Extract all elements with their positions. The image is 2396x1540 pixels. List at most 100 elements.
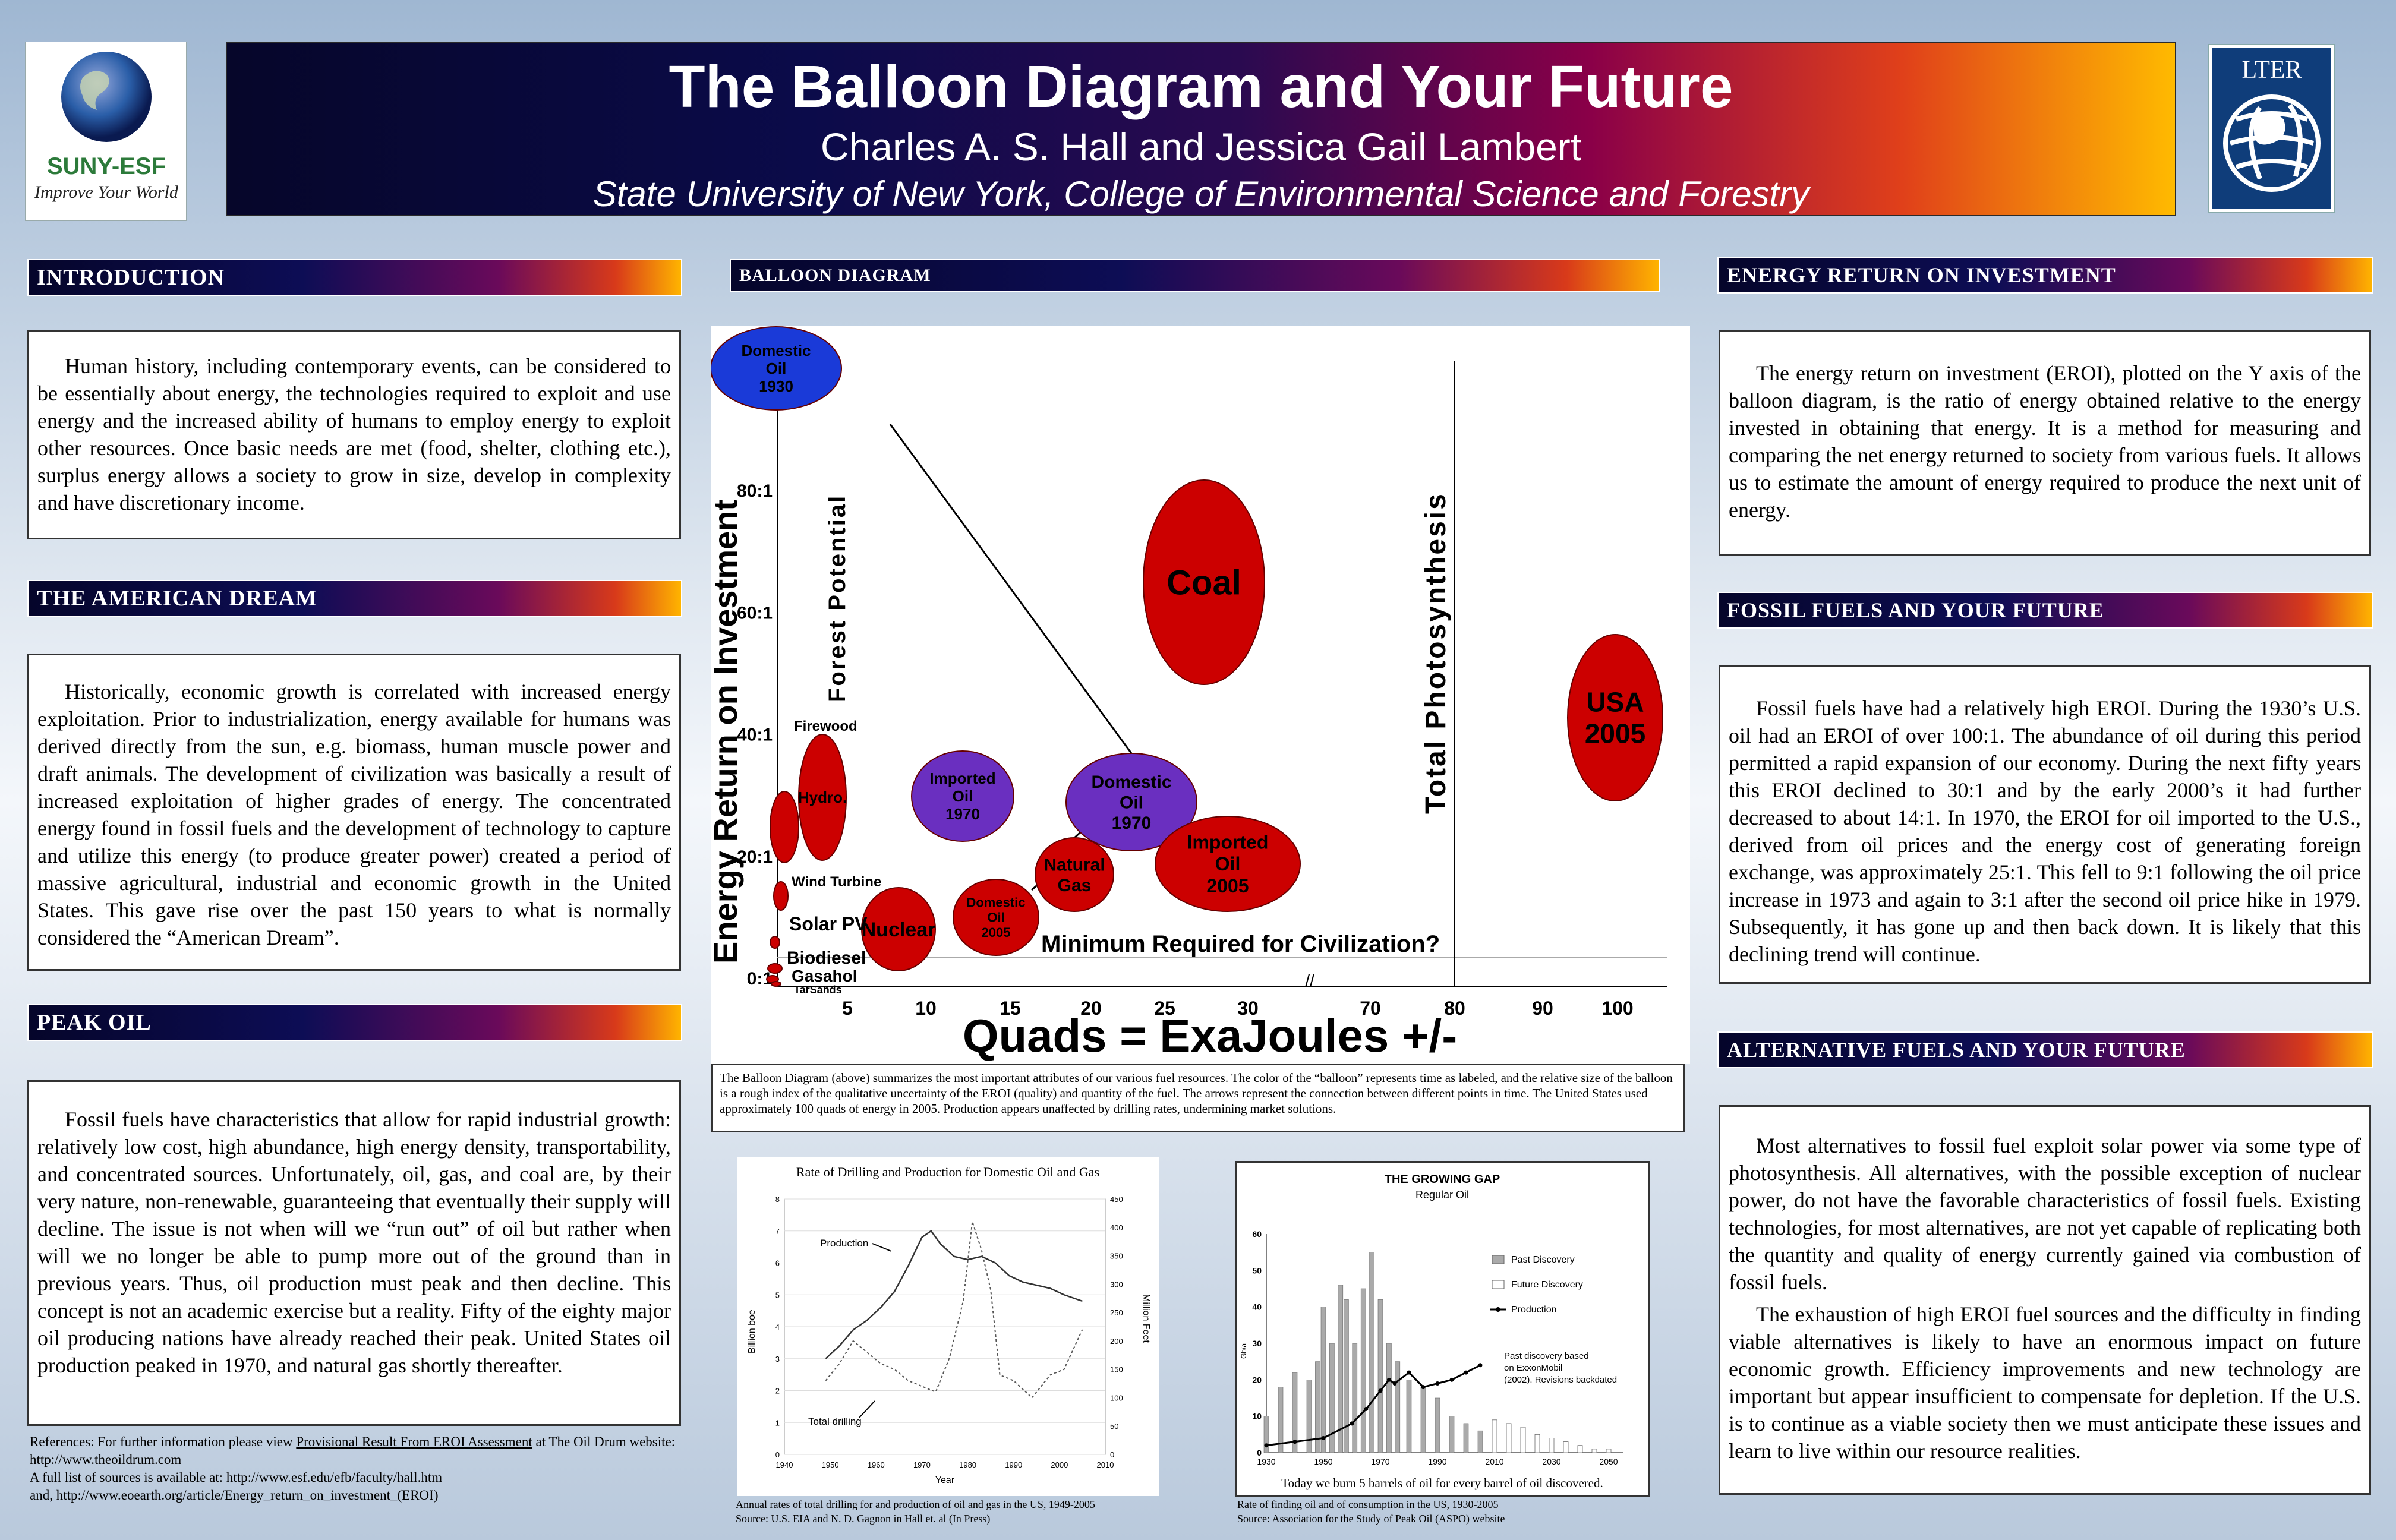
balloon-firewood <box>770 791 799 863</box>
x-tick-15: 15 <box>1000 998 1021 1019</box>
suny-esf-logo: SUNY-ESF Improve Your World <box>25 42 187 221</box>
drill-ytick-right: 100 <box>1110 1393 1123 1402</box>
eoearth-url[interactable]: and, http://www.eoearth.org/article/Ener… <box>30 1488 439 1503</box>
x-tick-20: 20 <box>1080 998 1102 1019</box>
balloon-label-line: Nuclear <box>862 919 936 941</box>
drill-ytick-right: 300 <box>1110 1280 1123 1289</box>
past-discovery-bar <box>1320 1307 1326 1453</box>
balloon-diagram: //0:120:140:160:180:1100:151015202530708… <box>707 326 1690 1064</box>
gap-xtick: 2030 <box>1542 1457 1560 1466</box>
past-discovery-bar <box>1449 1416 1455 1453</box>
balloon-label-solar-pv: Solar PV <box>789 913 868 935</box>
future-discovery-bar <box>1563 1441 1569 1453</box>
introduction-box: Human history, including contemporary ev… <box>27 330 681 539</box>
y-tick-80-1: 80:1 <box>737 481 773 501</box>
gap-xtick: 2050 <box>1599 1457 1618 1466</box>
oil-drum-url[interactable]: http://www.theoildrum.com <box>30 1452 182 1467</box>
y-tick-60-1: 60:1 <box>737 603 773 623</box>
balloon-label-domestic-oil-1930: Domestic Oil 1930 <box>741 342 811 395</box>
logo-right-name: LTER <box>2241 56 2302 84</box>
production-curve <box>1266 1364 1481 1447</box>
total-drilling-line <box>825 1221 1083 1399</box>
balloon-label-line: Imported <box>1187 831 1269 853</box>
drilling-series-label: Total drilling <box>808 1416 862 1427</box>
eroi-box: The energy return on investment (EROI), … <box>1719 330 2371 556</box>
balloon-label-domestic-oil-2005: Domestic Oil 2005 <box>966 895 1025 940</box>
gap-legend-past-discovery: Past Discovery <box>1511 1255 1575 1265</box>
drill-ytick-right: 250 <box>1110 1308 1123 1317</box>
eroi-assessment-link[interactable]: Provisional Result From EROI Assessment <box>296 1434 532 1449</box>
past-discovery-bar <box>1263 1416 1269 1453</box>
drill-ytick-left: 1 <box>775 1418 780 1427</box>
production-point <box>1321 1435 1326 1440</box>
y-tick-40-1: 40:1 <box>737 725 773 745</box>
gap-legend-production: Production <box>1511 1305 1557 1315</box>
balloon-label-gasahol: Gasahol <box>792 967 857 985</box>
balloon-label-line: Domestic <box>741 342 811 359</box>
balloon-label-line: Oil <box>1120 793 1143 813</box>
balloon-caption: The Balloon Diagram (above) summarizes t… <box>711 1064 1685 1132</box>
balloon-label-line: Coal <box>1167 563 1241 602</box>
balloon-label-coal: Coal <box>1167 563 1241 602</box>
balloon-biodiesel <box>767 963 783 974</box>
past-discovery-bar <box>1278 1387 1284 1453</box>
gap-note-line: Past discovery based <box>1504 1351 1589 1361</box>
production-point <box>1364 1406 1369 1411</box>
balloon-label-tarsands: TarSands <box>794 984 842 996</box>
balloon-imported-oil-1970 <box>911 750 1014 842</box>
drill-ytick-left: 2 <box>775 1387 780 1396</box>
drill-xtick: 1980 <box>959 1460 976 1469</box>
past-discovery-bar <box>1306 1380 1312 1453</box>
drill-ytick-right: 150 <box>1110 1365 1123 1374</box>
production-point <box>1378 1388 1383 1393</box>
balloon-label-nuclear: Nuclear <box>862 919 936 941</box>
production-pointer <box>872 1243 892 1252</box>
american-dream-box: Historically, economic growth is correla… <box>27 654 681 971</box>
esf-sources-url[interactable]: A full list of sources is available at: … <box>30 1470 443 1485</box>
fossil-box: Fossil fuels have had a relatively high … <box>1719 665 2371 984</box>
x-axis-title: Quads = ExaJoules +/- <box>963 1009 1457 1062</box>
drilling-caption-line1: Annual rates of total drilling for and p… <box>736 1498 1095 1510</box>
drilling-chart-svg: Rate of Drilling and Production for Dome… <box>747 1165 1151 1485</box>
gap-note-line: on ExxonMobil <box>1504 1363 1562 1373</box>
balloon-label-domestic-oil-1970: Domestic Oil 1970 <box>1091 772 1171 833</box>
alternative-text-1: Most alternatives to fossil fuel exploit… <box>1729 1134 2361 1294</box>
balloon-label-line: Natural <box>1043 855 1105 875</box>
gap-xtick: 2010 <box>1485 1457 1503 1466</box>
gap-note: Past discovery based on ExxonMobil (2002).… <box>1504 1351 1617 1385</box>
production-point <box>1421 1385 1426 1390</box>
x-tick-25: 25 <box>1154 998 1175 1019</box>
production-point <box>1478 1363 1483 1368</box>
balloon-solar-pv <box>770 936 780 949</box>
gap-ytick: 30 <box>1252 1339 1262 1348</box>
drill-x-label: Year <box>935 1475 955 1485</box>
balloon-label-usa-2005: USA 2005 <box>1585 687 1645 749</box>
references-suffix: at The Oil Drum website: <box>532 1434 676 1449</box>
future-discovery-bar <box>1591 1449 1597 1453</box>
production-point <box>1407 1370 1411 1375</box>
gap-caption-line1: Rate of finding oil and of consumption i… <box>1237 1498 1499 1510</box>
poster-title: The Balloon Diagram and Your Future <box>669 53 1733 120</box>
drill-ytick-right: 450 <box>1110 1195 1123 1204</box>
future-discovery-bar <box>1606 1449 1612 1453</box>
american-dream-text: Historically, economic growth is correla… <box>37 680 671 949</box>
balloon-label-line: Oil <box>1215 853 1241 875</box>
gap-xtick: 1990 <box>1428 1457 1446 1466</box>
past-discovery-bar <box>1477 1430 1483 1453</box>
drill-ytick-left: 4 <box>775 1323 780 1331</box>
y-axis-title: Energy Return on Investment <box>711 500 744 964</box>
drill-ytick-left: 5 <box>775 1290 780 1299</box>
balloon-usa-2005 <box>1567 634 1663 801</box>
gap-chart-subtitle: Regular Oil <box>1415 1189 1469 1201</box>
balloon-domestic-oil-1930 <box>710 326 842 411</box>
past-discovery-bar <box>1406 1380 1412 1453</box>
balloon-label-line: USA <box>1586 687 1644 718</box>
drill-ytick-left: 6 <box>775 1259 780 1268</box>
balloon-natural-gas <box>1035 837 1114 912</box>
past-discovery-bar <box>1395 1361 1401 1453</box>
balloon-label-line: 2005 <box>982 925 1011 940</box>
references: References: For further information plea… <box>30 1433 683 1504</box>
past-discovery-bar <box>1377 1299 1383 1453</box>
drill-xtick: 2000 <box>1051 1460 1068 1469</box>
gap-ytick: 20 <box>1252 1375 1262 1384</box>
